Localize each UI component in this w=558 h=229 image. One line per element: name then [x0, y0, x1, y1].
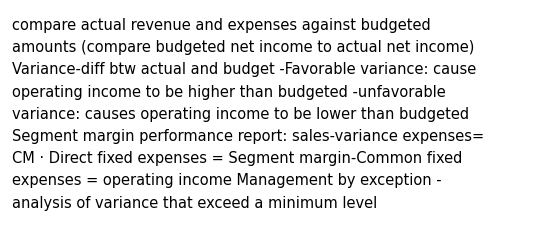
- Text: Segment margin performance report: sales-variance expenses=: Segment margin performance report: sales…: [12, 128, 484, 143]
- Text: variance: causes operating income to be lower than budgeted: variance: causes operating income to be …: [12, 106, 469, 121]
- Text: expenses = operating income Management by exception -: expenses = operating income Management b…: [12, 173, 441, 188]
- Text: analysis of variance that exceed a minimum level: analysis of variance that exceed a minim…: [12, 195, 377, 210]
- Text: Variance-diff btw actual and budget -Favorable variance: cause: Variance-diff btw actual and budget -Fav…: [12, 62, 476, 77]
- Text: CM · Direct fixed expenses = Segment margin-Common fixed: CM · Direct fixed expenses = Segment mar…: [12, 150, 463, 166]
- Text: amounts (compare budgeted net income to actual net income): amounts (compare budgeted net income to …: [12, 40, 474, 55]
- Text: operating income to be higher than budgeted -unfavorable: operating income to be higher than budge…: [12, 84, 446, 99]
- Text: compare actual revenue and expenses against budgeted: compare actual revenue and expenses agai…: [12, 18, 431, 33]
